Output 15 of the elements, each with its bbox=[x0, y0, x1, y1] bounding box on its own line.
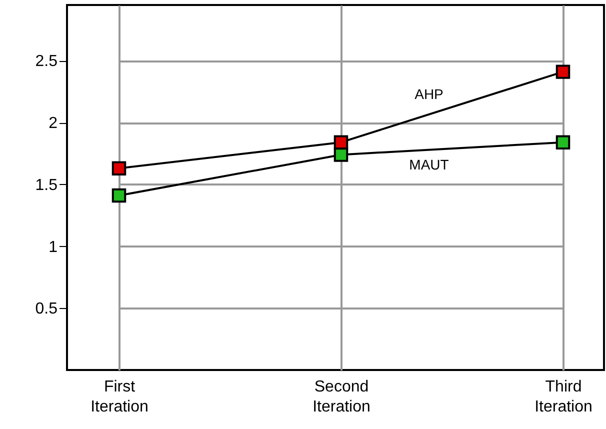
series-label: MAUT bbox=[409, 156, 450, 172]
y-tick-label: 1.5 bbox=[35, 176, 58, 194]
point bbox=[112, 188, 126, 203]
y-tick-label: 2 bbox=[48, 115, 58, 132]
point bbox=[556, 64, 570, 79]
x-tick-label: First Iteration bbox=[90, 378, 148, 416]
x-tick-label: Third Iteration bbox=[534, 378, 592, 416]
y-tick-label: 0.5 bbox=[35, 300, 58, 318]
point bbox=[556, 135, 570, 150]
series-label: AHP bbox=[414, 86, 444, 102]
y-tick-label: 1 bbox=[48, 238, 58, 256]
y-tick-label: 2.5 bbox=[35, 53, 58, 70]
point bbox=[112, 161, 126, 176]
point bbox=[334, 148, 348, 162]
x-tick-label: Second Iteration bbox=[312, 378, 370, 416]
